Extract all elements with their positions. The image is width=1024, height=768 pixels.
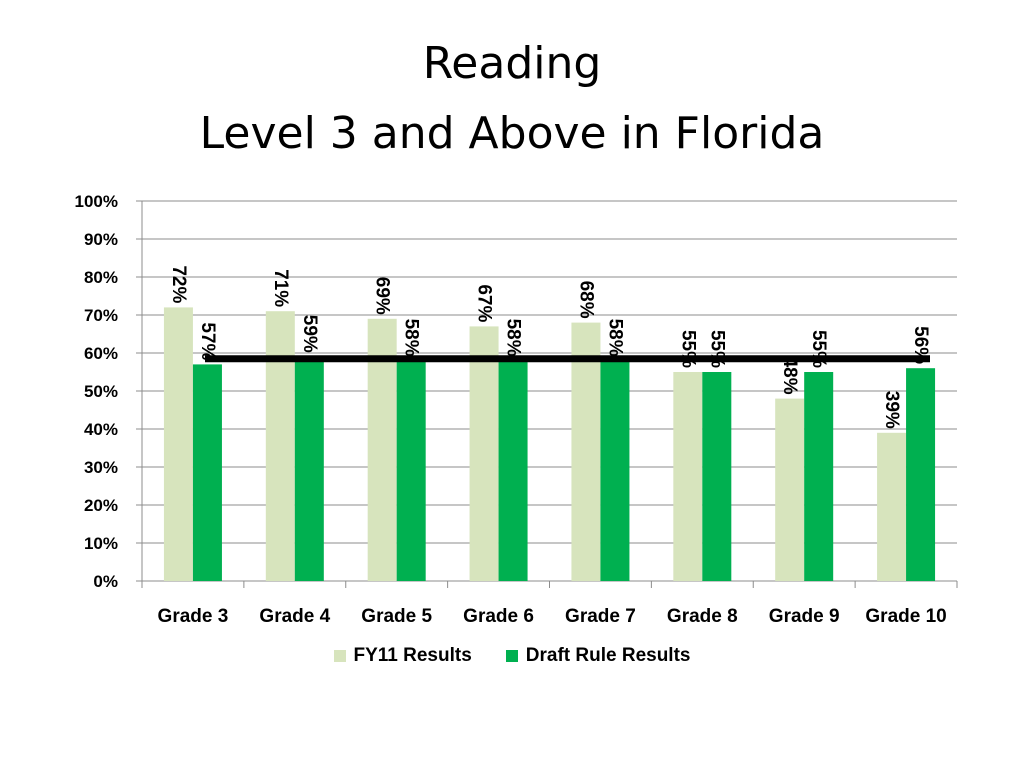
legend-label-draft: Draft Rule Results: [525, 645, 691, 666]
x-tick-label: Grade 4: [259, 606, 330, 627]
bar-draft: [702, 372, 732, 581]
chart-legend: FY11 Results Draft Rule Results: [0, 645, 1024, 667]
bar-fy11: [877, 432, 907, 581]
data-label-draft: 58%: [604, 319, 625, 357]
x-tick-label: Grade 5: [361, 606, 432, 627]
bar-fy11: [571, 322, 601, 581]
legend-swatch-fy11: [333, 650, 346, 662]
bar-fy11: [469, 326, 499, 581]
bar-draft: [396, 360, 426, 581]
legend-swatch-draft: [505, 650, 518, 662]
y-tick-label: 0%: [93, 572, 118, 591]
data-label-draft: 59%: [299, 315, 320, 353]
y-tick-label: 50%: [84, 382, 118, 401]
data-label-fy11: 39%: [881, 391, 902, 429]
bar-draft: [906, 368, 936, 581]
y-tick-label: 90%: [84, 230, 118, 249]
slide-title-line1: Reading: [422, 38, 602, 89]
bar-draft: [294, 356, 324, 581]
data-label-fy11: 69%: [372, 277, 393, 315]
bar-fy11: [775, 398, 805, 581]
data-label-fy11: 68%: [575, 281, 596, 319]
bar-fy11: [265, 311, 295, 581]
y-tick-label: 100%: [75, 192, 118, 211]
data-label-draft: 57%: [197, 322, 218, 360]
y-tick-label: 10%: [84, 534, 118, 553]
y-tick-label: 30%: [84, 458, 118, 477]
bar-draft: [600, 360, 630, 581]
data-label-draft: 55%: [808, 330, 829, 368]
bar-fy11: [673, 372, 703, 581]
data-label-fy11: 67%: [474, 284, 495, 322]
legend-item-draft: Draft Rule Results: [505, 645, 691, 667]
bar-fy11: [367, 318, 397, 581]
x-tick-label: Grade 10: [865, 606, 946, 627]
x-tick-label: Grade 9: [769, 606, 840, 627]
bar-draft: [498, 360, 528, 581]
data-label-draft: 58%: [401, 319, 422, 357]
y-tick-label: 80%: [84, 268, 118, 287]
y-tick-label: 20%: [84, 496, 118, 515]
legend-item-fy11: FY11 Results: [333, 645, 472, 667]
legend-label-fy11: FY11 Results: [353, 645, 472, 666]
data-label-draft: 58%: [503, 319, 524, 357]
slide-title-line2: Level 3 and Above in Florida: [199, 108, 825, 159]
data-label-fy11: 71%: [270, 269, 291, 307]
y-tick-label: 70%: [84, 306, 118, 325]
data-label-fy11: 48%: [779, 357, 800, 395]
data-label-draft: 55%: [706, 330, 727, 368]
bar-draft: [192, 364, 222, 581]
data-label-fy11: 72%: [168, 265, 189, 303]
bar-chart: 0% 10% 20% 30% 40% 50% 60% 70% 80% 90% 100% 72% 57% 7…: [75, 192, 958, 627]
x-tick-label: Grade 3: [158, 606, 229, 627]
bar-fy11: [163, 307, 193, 581]
bar-draft: [804, 372, 834, 581]
x-tick-label: Grade 6: [463, 606, 534, 627]
y-tick-label: 60%: [84, 344, 118, 363]
x-tick-label: Grade 8: [667, 606, 738, 627]
y-tick-label: 40%: [84, 420, 118, 439]
data-label-draft: 56%: [910, 326, 931, 364]
x-tick-label: Grade 7: [565, 606, 636, 627]
data-label-fy11: 55%: [677, 330, 698, 368]
